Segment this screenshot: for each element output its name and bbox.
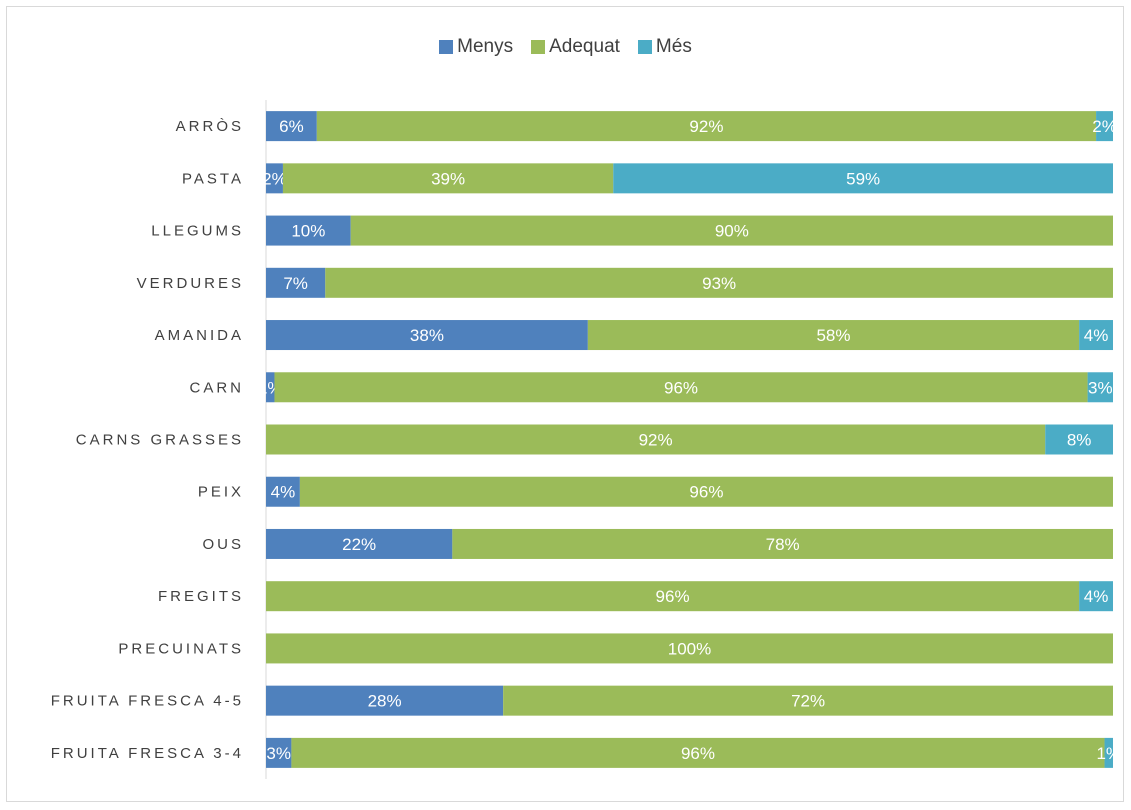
data-label: 93% (702, 274, 736, 293)
category-label: LLEGUMS (151, 223, 244, 240)
data-label: 2% (1092, 117, 1117, 136)
bar-segment-ms (1045, 424, 1113, 455)
data-label: 3% (266, 744, 291, 763)
legend-label-adequat: Adequat (549, 36, 620, 57)
data-label: 2% (262, 169, 287, 188)
data-label: 10% (291, 222, 325, 241)
data-label: 96% (689, 483, 723, 502)
bar-segment-adequat (452, 528, 1114, 559)
data-label: 39% (431, 169, 465, 188)
data-label: 4% (1084, 587, 1109, 606)
bar-segment-menys (266, 163, 283, 194)
bar-segment-menys (266, 528, 453, 559)
data-label: 59% (846, 169, 880, 188)
data-label: 3% (1088, 378, 1113, 397)
bar-segment-adequat (266, 424, 1046, 455)
category-label: VERDURES (137, 275, 244, 292)
bar-segment-adequat (266, 633, 1113, 664)
legend-swatch-mes (637, 40, 652, 54)
bar-segment-adequat (274, 372, 1088, 403)
category-label: FRUITA FRESCA 4-5 (51, 693, 244, 710)
bar-segment-ms (1087, 372, 1113, 403)
data-label: 78% (766, 535, 800, 554)
legend-swatch-adequat (531, 40, 546, 54)
bar-segment-menys (266, 685, 504, 716)
legend-item-adequat: Adequat (531, 36, 620, 58)
bar-segment-adequat (282, 163, 614, 194)
bar-segment-menys (266, 372, 275, 403)
data-label: 6% (279, 117, 304, 136)
category-label: OUS (202, 536, 244, 553)
bar-segment-menys (266, 320, 588, 351)
data-label: 92% (689, 117, 723, 136)
bar-segment-adequat (291, 737, 1105, 768)
legend-item-menys: Menys (439, 36, 513, 58)
category-label: AMANIDA (155, 327, 244, 344)
category-label: FREGITS (158, 588, 244, 605)
category-label: FRUITA FRESCA 3-4 (51, 745, 244, 762)
data-label: 8% (1067, 431, 1092, 450)
data-label: 22% (342, 535, 376, 554)
bar-segment-adequat (299, 476, 1113, 507)
data-label: 90% (715, 222, 749, 241)
category-label: PRECUINATS (118, 640, 244, 657)
category-label: PASTA (182, 170, 244, 187)
data-label: 38% (410, 326, 444, 345)
bar-segment-adequat (350, 215, 1113, 246)
legend: Menys Adequat Més (0, 36, 1131, 58)
bar-segment-menys (266, 267, 326, 298)
bar-segment-adequat (587, 320, 1080, 351)
data-label: 58% (816, 326, 850, 345)
bar-segment-ms (1079, 320, 1113, 351)
data-label: 96% (664, 378, 698, 397)
data-label: 1% (1096, 744, 1121, 763)
bar-segment-ms (1096, 111, 1113, 142)
category-label: CARN (189, 379, 244, 396)
category-label: CARNS GRASSES (76, 432, 244, 449)
bar-segment-adequat (325, 267, 1113, 298)
data-label: 4% (271, 483, 296, 502)
category-label: ARRÒS (176, 118, 244, 135)
bar-segment-menys (266, 737, 292, 768)
category-label: PEIX (198, 484, 244, 501)
legend-swatch-menys (439, 40, 454, 54)
data-label: 7% (283, 274, 308, 293)
data-label: 96% (656, 587, 690, 606)
bar-segment-menys (266, 215, 351, 246)
bar-segment-menys (266, 476, 300, 507)
legend-label-mes: Més (655, 36, 692, 57)
data-label: 100% (668, 639, 711, 658)
bar-segment-adequat (316, 111, 1097, 142)
data-label: 72% (791, 692, 825, 711)
data-label: 4% (1084, 326, 1109, 345)
bar-segment-ms (1104, 737, 1113, 768)
data-label: 92% (639, 431, 673, 450)
bar-segment-ms (613, 163, 1113, 194)
legend-label-menys: Menys (457, 36, 514, 57)
data-label: 28% (368, 692, 402, 711)
bar-segment-adequat (266, 581, 1080, 612)
legend-item-mes: Més (637, 36, 692, 58)
bar-segment-menys (266, 111, 317, 142)
data-label: 96% (681, 744, 715, 763)
bar-segment-adequat (503, 685, 1113, 716)
bar-segment-ms (1079, 581, 1113, 612)
